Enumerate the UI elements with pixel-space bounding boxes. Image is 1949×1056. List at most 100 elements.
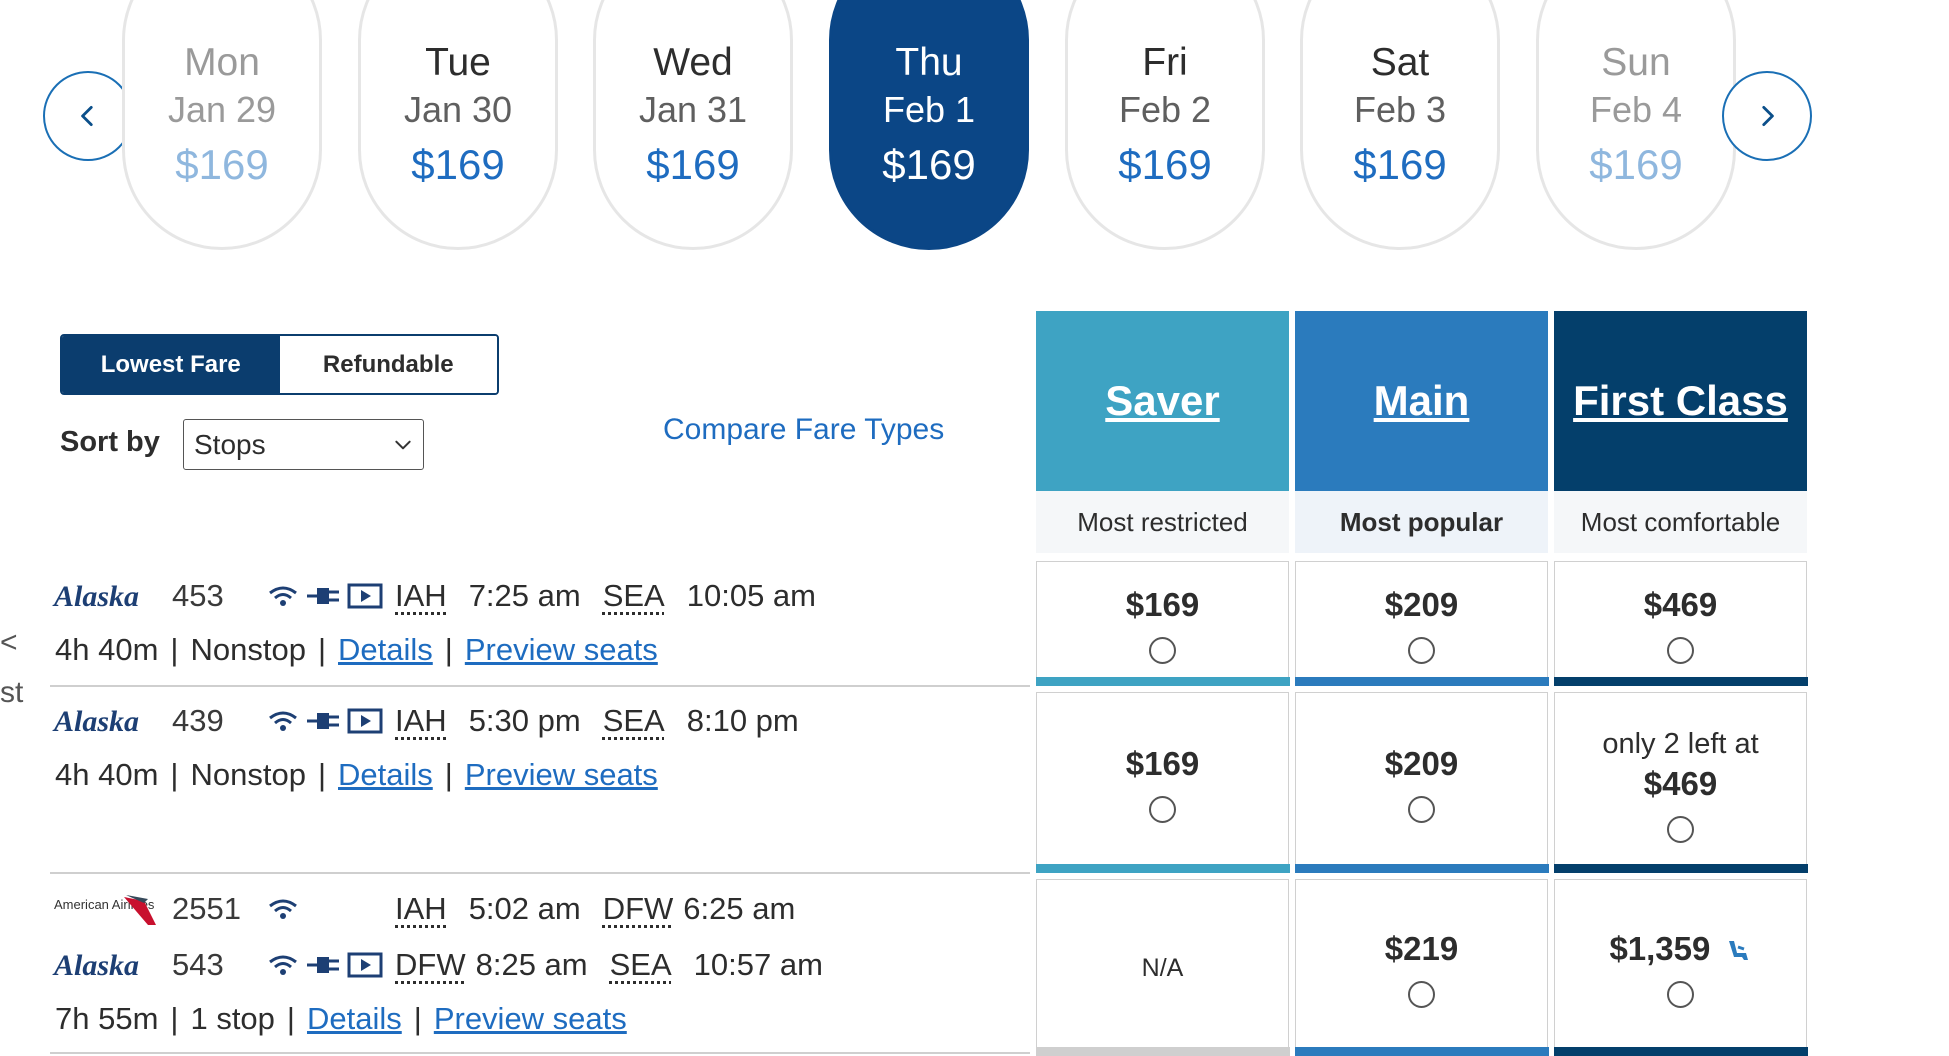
amenities — [267, 952, 395, 978]
fare-cell-main[interactable]: $209 — [1294, 692, 1549, 873]
origin-airport[interactable]: IAH — [395, 703, 447, 738]
separator: | — [317, 757, 326, 792]
fare-cell-first-class[interactable]: $469 — [1553, 561, 1808, 686]
date-option-mon[interactable]: Mon Jan 29 $169 — [122, 0, 322, 250]
flight-meta: 4h 40m | Nonstop | Details | Preview sea… — [55, 632, 658, 668]
fare-price: $169 — [1125, 744, 1200, 782]
fare-radio[interactable] — [1408, 636, 1435, 664]
day-name: Mon — [184, 41, 260, 84]
fare-radio[interactable] — [1667, 636, 1694, 664]
arrival-time: 10:57 am — [693, 947, 823, 982]
fare-cell-first-class[interactable]: $1,359 — [1553, 879, 1808, 1056]
chevron-left-icon — [81, 105, 93, 127]
destination-airport[interactable]: DFW — [602, 891, 674, 926]
wifi-icon — [269, 899, 297, 919]
date-option-fri[interactable]: Fri Feb 2 $169 — [1065, 0, 1265, 250]
compare-fare-types-link[interactable]: Compare Fare Types — [663, 413, 945, 446]
offscreen-text-fragment: st — [0, 676, 24, 709]
wifi-icon — [269, 586, 297, 606]
separator: | — [170, 632, 179, 667]
details-link[interactable]: Details — [306, 1001, 402, 1036]
wifi-icon — [269, 955, 297, 975]
preview-seats-link[interactable]: Preview seats — [433, 1001, 627, 1036]
fare-cell-first-class[interactable]: only 2 left at $469 — [1553, 692, 1808, 873]
departure-time: 5:02 am — [468, 891, 581, 926]
day-date: Feb 1 — [882, 89, 976, 130]
destination-airport[interactable]: SEA — [602, 578, 665, 613]
day-date: Feb 2 — [1118, 89, 1212, 130]
flight-segment: Alaska 543 DFW 8:25 am SEA 10:57 am — [52, 945, 845, 985]
fare-subtitle-first-class: Most comfortable — [1554, 491, 1807, 553]
offscreen-chevron-fragment: < — [0, 626, 18, 659]
svg-text:Alaska: Alaska — [52, 949, 139, 982]
fare-radio[interactable] — [1408, 980, 1435, 1008]
departure-time: 8:25 am — [475, 947, 588, 982]
day-price: $169 — [882, 141, 976, 188]
prev-dates-button[interactable] — [43, 71, 133, 161]
sort-select[interactable]: Stops — [183, 419, 424, 470]
origin-airport[interactable]: IAH — [395, 578, 447, 613]
flight-meta: 4h 40m | Nonstop | Details | Preview sea… — [55, 757, 658, 793]
flight-number: 543 — [172, 947, 224, 982]
separator: | — [286, 1001, 295, 1036]
preview-seats-link[interactable]: Preview seats — [464, 632, 658, 667]
refundable-toggle[interactable]: Refundable — [279, 336, 497, 393]
lowest-fare-toggle[interactable]: Lowest Fare — [62, 336, 280, 393]
details-link[interactable]: Details — [338, 757, 433, 792]
destination-airport[interactable]: SEA — [609, 947, 672, 982]
fare-cell-saver[interactable]: $169 — [1035, 692, 1290, 873]
origin-airport[interactable]: IAH — [395, 891, 447, 926]
day-date: Feb 4 — [1589, 89, 1683, 130]
fare-radio[interactable] — [1667, 980, 1694, 1008]
fare-header-saver[interactable]: Saver — [1036, 311, 1289, 491]
date-option-sat[interactable]: Sat Feb 3 $169 — [1300, 0, 1500, 250]
power-icon — [307, 588, 339, 604]
separator: | — [317, 632, 326, 667]
svg-text:Alaska: Alaska — [52, 705, 139, 738]
arrival-time: 6:25 am — [683, 891, 796, 926]
fare-bar — [1553, 1047, 1808, 1056]
departure-time: 5:30 pm — [468, 703, 581, 738]
entertainment-icon — [347, 583, 383, 609]
destination-airport[interactable]: SEA — [602, 703, 665, 738]
date-option-sun[interactable]: Sun Feb 4 $169 — [1536, 0, 1736, 250]
fare-toggle: Lowest Fare Refundable — [60, 334, 499, 395]
flight-segment: Alaska 439 IAH 5:30 pm SEA 8:10 pm — [52, 701, 821, 741]
flight-meta: 7h 55m | 1 stop | Details | Preview seat… — [55, 1001, 627, 1037]
fare-bar — [1035, 677, 1290, 686]
fare-radio[interactable] — [1408, 795, 1435, 823]
fare-bar — [1553, 864, 1808, 873]
day-name: Thu — [895, 41, 963, 84]
fare-cell-main[interactable]: $219 — [1294, 879, 1549, 1056]
fare-header-first-class[interactable]: First Class — [1554, 311, 1807, 491]
fare-cell-main[interactable]: $209 — [1294, 561, 1549, 686]
date-option-thu[interactable]: Thu Feb 1 $169 — [829, 0, 1029, 250]
fare-header-main[interactable]: Main — [1295, 311, 1548, 491]
day-name: Sat — [1370, 41, 1430, 84]
fare-radio[interactable] — [1149, 795, 1176, 823]
fare-radio[interactable] — [1667, 815, 1694, 843]
preview-seats-link[interactable]: Preview seats — [464, 757, 658, 792]
sort-value: Stops — [194, 428, 266, 460]
next-dates-button[interactable] — [1722, 71, 1812, 161]
duration: 7h 55m — [55, 1001, 159, 1036]
details-link[interactable]: Details — [338, 632, 433, 667]
fare-price: $1,359 — [1609, 929, 1711, 967]
american-airlines-logo: American Airlines — [52, 889, 172, 929]
duration: 4h 40m — [55, 757, 159, 792]
power-icon — [307, 957, 339, 973]
origin-airport[interactable]: DFW — [395, 947, 466, 982]
flight-segment: Alaska 453 IAH 7:25 am SEA 10:05 am — [52, 576, 838, 616]
fare-radio[interactable] — [1149, 636, 1176, 664]
fare-price: $469 — [1643, 585, 1718, 623]
arrival-time: 8:10 pm — [686, 703, 799, 738]
fare-subtitle-main: Most popular — [1295, 491, 1548, 553]
day-name: Tue — [425, 41, 491, 84]
date-option-wed[interactable]: Wed Jan 31 $169 — [593, 0, 793, 250]
day-price: $169 — [646, 141, 740, 188]
alaska-logo: Alaska — [52, 701, 172, 741]
date-option-tue[interactable]: Tue Jan 30 $169 — [358, 0, 558, 250]
day-date: Jan 30 — [403, 89, 513, 130]
departure-time: 7:25 am — [468, 578, 581, 613]
fare-cell-saver[interactable]: $169 — [1035, 561, 1290, 686]
